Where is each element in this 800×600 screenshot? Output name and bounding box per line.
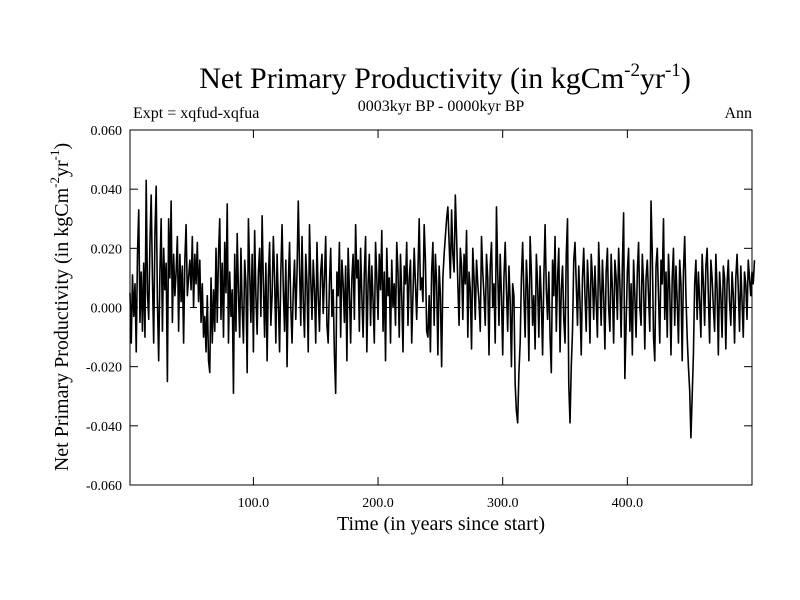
y-tick-label: 0.060 [91, 124, 123, 139]
y-axis-label-mid: yr [51, 160, 73, 177]
y-tick-label: 0.020 [91, 242, 123, 257]
x-tick-label: 400.0 [612, 496, 644, 511]
y-axis-ticks: 0.060 0.040 0.020 0.000 -0.020 -0.040 -0.060 [86, 124, 752, 494]
x-axis-label: Time (in years since start) [337, 513, 545, 535]
y-axis-label-sup1: -2 [47, 177, 62, 188]
subtitle-experiment: Expt = xqfud-xqfua [133, 105, 259, 122]
y-axis-label-sup2: -1 [47, 150, 62, 161]
chart-title-mid: yr [640, 62, 665, 95]
y-tick-label: -0.040 [86, 420, 122, 435]
subtitle-season: Ann [724, 105, 752, 122]
x-axis-ticks: 100.0 200.0 300.0 400.0 [238, 130, 643, 511]
chart-title-sup2: -1 [665, 60, 681, 81]
x-tick-label: 100.0 [238, 496, 270, 511]
y-tick-label: -0.020 [86, 361, 122, 376]
series-line-npp [129, 179, 756, 439]
chart-title: Net Primary Productivity (in kgCm-2yr-1) [199, 60, 691, 95]
subtitle-period: 0003kyr BP - 0000kyr BP [358, 98, 525, 115]
y-tick-label: 0.000 [91, 302, 123, 317]
y-tick-label: -0.060 [86, 479, 122, 494]
y-axis-label-close: ) [51, 143, 73, 150]
y-tick-label: 0.040 [91, 183, 123, 198]
x-tick-label: 300.0 [487, 496, 519, 511]
x-tick-label: 200.0 [362, 496, 394, 511]
chart-title-sup1: -2 [624, 60, 640, 81]
chart-title-close: ) [681, 62, 691, 95]
y-axis-label: Net Primary Productivity (in kgCm-2yr-1) [47, 143, 73, 471]
